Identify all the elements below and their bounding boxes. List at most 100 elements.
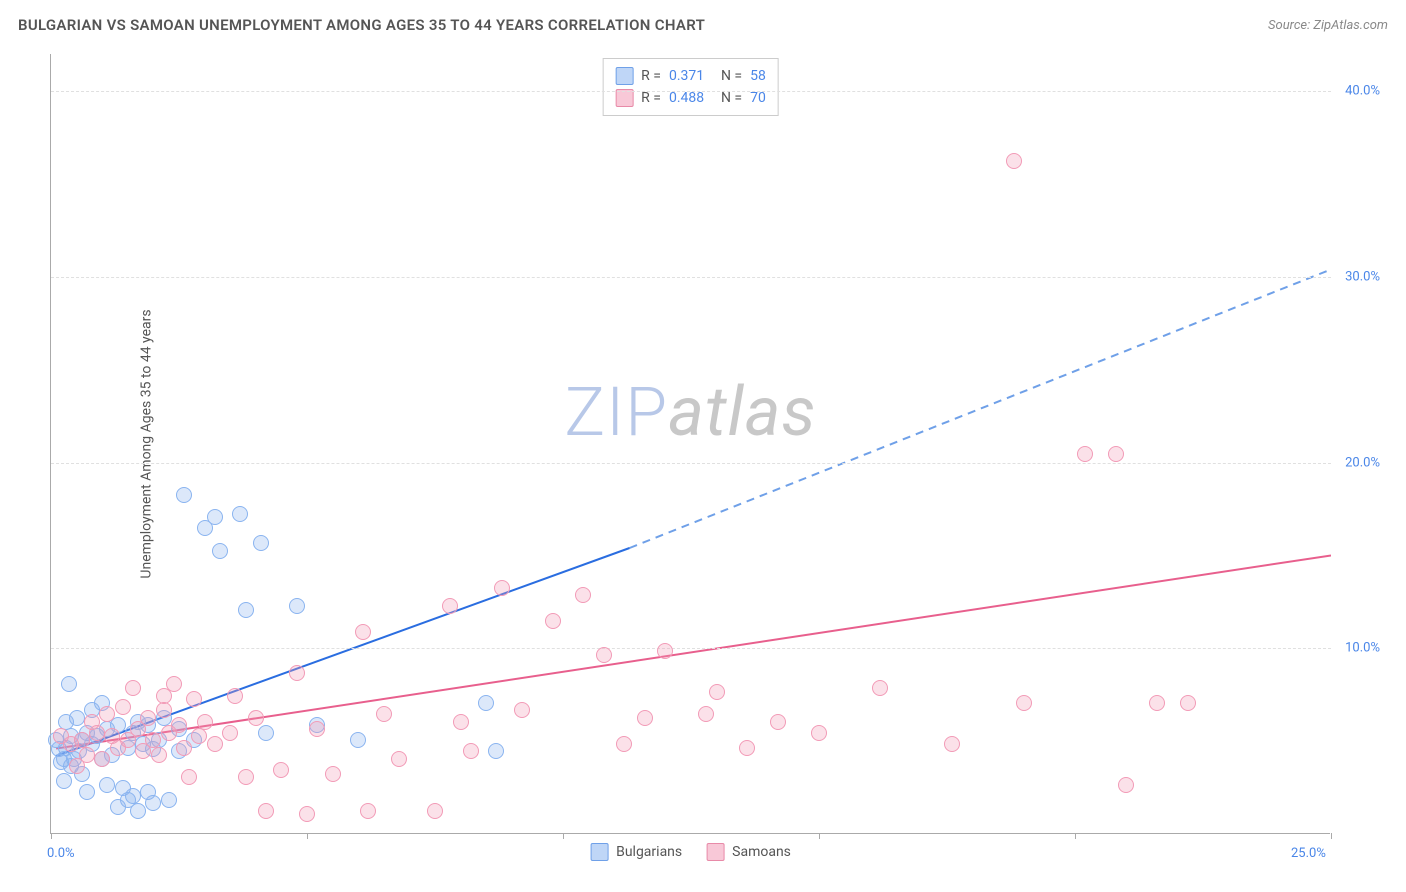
watermark-atlas: atlas (668, 372, 816, 452)
chart-title: BULGARIAN VS SAMOAN UNEMPLOYMENT AMONG A… (18, 16, 705, 34)
legend-swatch-samoans (706, 843, 724, 861)
scatter-point (944, 736, 960, 752)
scatter-point (61, 676, 77, 692)
stats-row-bulgarians: R = 0.371 N = 58 (615, 65, 766, 87)
scatter-point (145, 732, 161, 748)
scatter-point (207, 509, 223, 525)
scatter-point (289, 665, 305, 681)
scatter-point (140, 710, 156, 726)
scatter-point (376, 706, 392, 722)
scatter-point (74, 732, 90, 748)
legend-item-bulgarians: Bulgarians (590, 843, 682, 861)
scatter-point (176, 487, 192, 503)
scatter-point (222, 725, 238, 741)
r-label: R = (641, 68, 661, 84)
scatter-point (442, 598, 458, 614)
scatter-point (1118, 777, 1134, 793)
x-tick (563, 833, 564, 839)
scatter-point (355, 624, 371, 640)
scatter-point (488, 743, 504, 759)
x-tick (51, 833, 52, 839)
scatter-plot: ZIPatlas R = 0.371 N = 58 R = 0.488 N = … (50, 54, 1330, 834)
scatter-point (69, 710, 85, 726)
scatter-point (191, 728, 207, 744)
y-tick-label: 30.0% (1335, 269, 1380, 284)
scatter-point (494, 580, 510, 596)
scatter-point (253, 535, 269, 551)
y-tick-label: 40.0% (1335, 84, 1380, 99)
scatter-point (232, 506, 248, 522)
x-tick-label: 25.0% (1291, 846, 1326, 861)
swatch-bulgarians (615, 67, 633, 85)
scatter-point (227, 688, 243, 704)
chart-header: BULGARIAN VS SAMOAN UNEMPLOYMENT AMONG A… (18, 16, 1388, 34)
scatter-point (79, 784, 95, 800)
scatter-point (56, 773, 72, 789)
scatter-point (391, 751, 407, 767)
scatter-point (575, 587, 591, 603)
scatter-point (453, 714, 469, 730)
bottom-legend: Bulgarians Samoans (590, 843, 791, 861)
stats-legend: R = 0.371 N = 58 R = 0.488 N = 70 (602, 58, 779, 116)
scatter-point (811, 725, 827, 741)
x-tick (819, 833, 820, 839)
scatter-point (89, 725, 105, 741)
scatter-point (1077, 446, 1093, 462)
scatter-point (176, 740, 192, 756)
y-tick-label: 20.0% (1335, 455, 1380, 470)
scatter-point (238, 769, 254, 785)
scatter-point (181, 769, 197, 785)
scatter-point (207, 736, 223, 752)
legend-label-bulgarians: Bulgarians (616, 844, 682, 860)
r-label: R = (641, 90, 661, 106)
scatter-point (238, 602, 254, 618)
n-value-samoans: 70 (750, 90, 766, 106)
legend-swatch-bulgarians (590, 843, 608, 861)
scatter-point (125, 788, 141, 804)
scatter-point (197, 714, 213, 730)
scatter-point (151, 747, 167, 763)
scatter-point (186, 691, 202, 707)
scatter-point (145, 795, 161, 811)
r-value-bulgarians: 0.371 (669, 68, 713, 84)
scatter-point (1149, 695, 1165, 711)
chart-area: Unemployment Among Ages 35 to 44 years Z… (50, 54, 1380, 834)
scatter-point (289, 598, 305, 614)
scatter-point (616, 736, 632, 752)
scatter-point (248, 710, 264, 726)
scatter-point (309, 721, 325, 737)
scatter-point (99, 706, 115, 722)
scatter-point (463, 743, 479, 759)
gridline (51, 277, 1331, 278)
scatter-point (171, 717, 187, 733)
scatter-point (99, 777, 115, 793)
scatter-point (258, 803, 274, 819)
source-label: Source: ZipAtlas.com (1268, 18, 1388, 33)
watermark-zip: ZIP (564, 372, 668, 452)
scatter-point (79, 747, 95, 763)
gridline (51, 648, 1331, 649)
n-label: N = (721, 90, 742, 106)
scatter-point (350, 732, 366, 748)
r-value-samoans: 0.488 (669, 90, 713, 106)
scatter-point (770, 714, 786, 730)
scatter-point (156, 688, 172, 704)
scatter-point (156, 702, 172, 718)
scatter-point (299, 806, 315, 822)
scatter-point (94, 751, 110, 767)
scatter-point (596, 647, 612, 663)
watermark: ZIPatlas (564, 372, 816, 452)
scatter-point (360, 803, 376, 819)
scatter-point (130, 803, 146, 819)
x-tick (1331, 833, 1332, 839)
scatter-point (698, 706, 714, 722)
x-tick (1075, 833, 1076, 839)
scatter-point (273, 762, 289, 778)
scatter-point (427, 803, 443, 819)
y-tick-label: 10.0% (1335, 641, 1380, 656)
scatter-point (125, 680, 141, 696)
gridline (51, 91, 1331, 92)
trend-lines (51, 54, 1331, 834)
scatter-point (545, 613, 561, 629)
scatter-point (325, 766, 341, 782)
